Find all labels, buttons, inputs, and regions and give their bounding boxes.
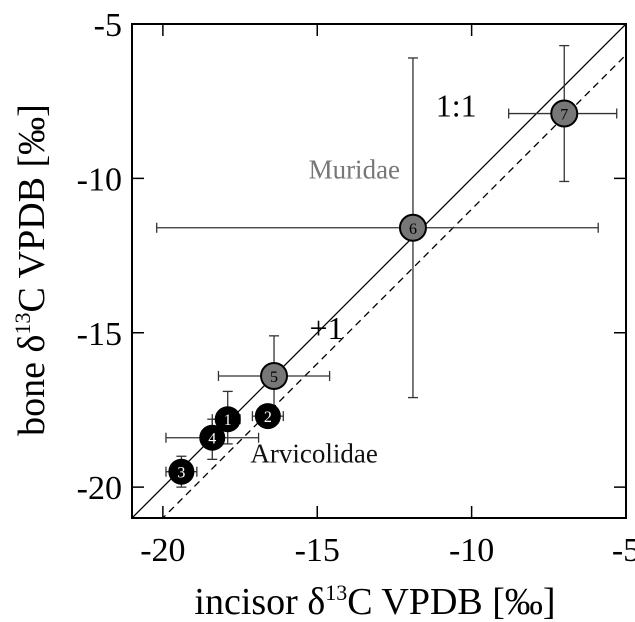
x-tick-label: -5: [612, 532, 635, 569]
y-tick-label: -15: [77, 316, 122, 353]
data-point-2: [254, 403, 281, 430]
x-tick-label: -10: [449, 532, 494, 569]
group-label-arvicolidae: Arvicolidae: [250, 438, 377, 468]
data-point-label: 3: [177, 465, 185, 482]
y-tick-label: -5: [94, 7, 122, 44]
data-point-1: [214, 406, 241, 433]
y-tick-label: -10: [77, 161, 122, 198]
plot-frame: [131, 23, 627, 519]
data-point-label: 2: [264, 409, 272, 426]
data-point-label: 5: [270, 369, 278, 386]
x-tick-label: -20: [140, 532, 185, 569]
data-point-label: 7: [560, 107, 568, 124]
data-point-label: 4: [208, 431, 216, 448]
data-point-5: [260, 361, 289, 390]
data-point-7: [550, 99, 579, 128]
data-point-label: 1: [224, 412, 232, 429]
x-axis-label: incisor δ13C VPDB [‰]: [194, 580, 555, 622]
group-label-muridae: Muridae: [309, 154, 400, 184]
y-axis-label: bone δ13C VPDB [‰]: [10, 104, 53, 436]
x-tick-label: -15: [295, 532, 340, 569]
y-tick-label: -20: [77, 470, 122, 507]
line-label-1: +1: [309, 310, 343, 346]
data-point-6: [398, 213, 427, 242]
data-point-3: [168, 458, 195, 485]
data-point-4: [199, 424, 226, 451]
line-label-0: 1:1: [436, 88, 477, 124]
data-point-label: 6: [409, 221, 417, 238]
